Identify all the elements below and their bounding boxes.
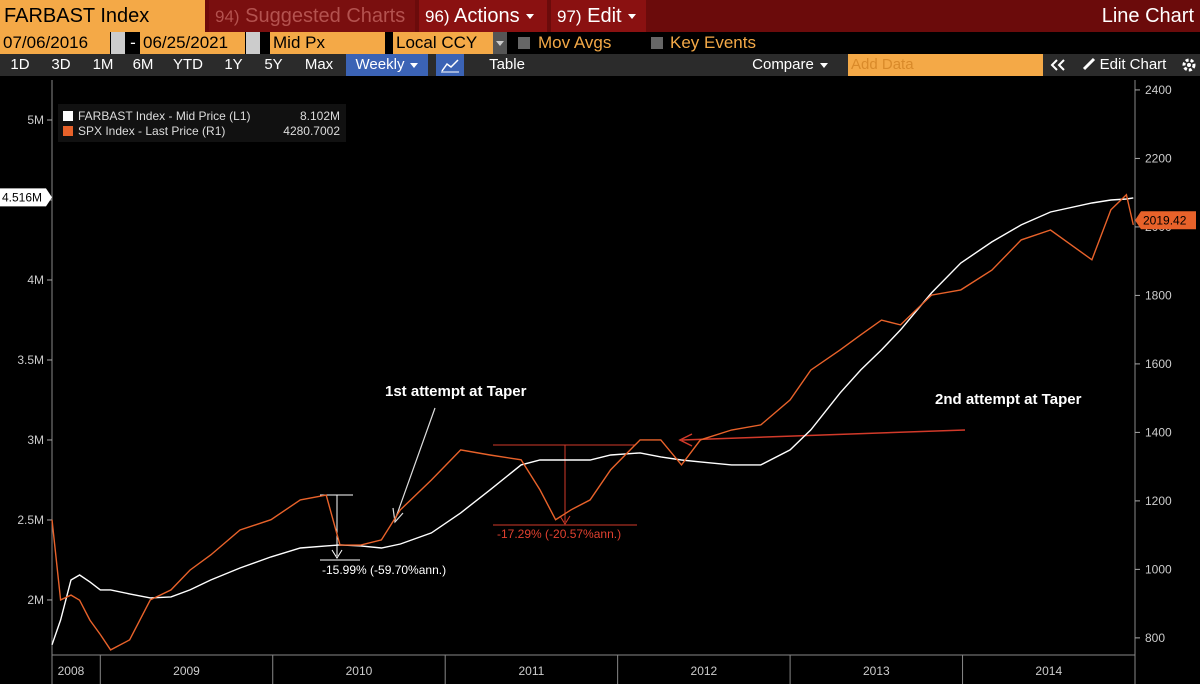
- currency[interactable]: Local CCY: [393, 32, 493, 54]
- period-button[interactable]: 1M: [92, 56, 114, 73]
- period-button[interactable]: 1D: [10, 56, 30, 73]
- last-value-marker: [1135, 211, 1196, 230]
- last-value-marker: [0, 188, 52, 207]
- start-date[interactable]: 07/06/2016: [0, 32, 110, 54]
- collapse-button[interactable]: [1047, 54, 1069, 76]
- date-separator: -: [130, 33, 136, 52]
- annotation-arrow: [394, 407, 436, 521]
- chart: 1st attempt at Taper 2nd attempt at Tape…: [0, 76, 1200, 684]
- calendar-icon[interactable]: [246, 32, 260, 54]
- mov-avgs[interactable]: Mov Avgs: [538, 33, 612, 52]
- frequency-label: Weekly: [355, 56, 405, 73]
- end-date[interactable]: 06/25/2021: [140, 32, 245, 54]
- chevrons: [1050, 59, 1065, 71]
- chart-icon[interactable]: [436, 54, 464, 76]
- legend-box: [58, 104, 346, 142]
- edit-chart[interactable]: Edit Chart: [1072, 54, 1176, 76]
- x-tick-label: 2011: [519, 664, 545, 678]
- calendar-icon[interactable]: [111, 32, 125, 54]
- annotation: -15.99% (-59.70%ann.): [322, 563, 446, 577]
- menu-label: Actions: [454, 5, 520, 27]
- currency-dropdown[interactable]: [493, 32, 507, 54]
- security-field[interactable]: FARBAST Index: [0, 0, 205, 32]
- price-field[interactable]: Mid Px: [270, 32, 385, 54]
- checkbox[interactable]: [651, 37, 663, 49]
- annotation-arrow: [681, 429, 966, 441]
- settings-button[interactable]: [1178, 54, 1200, 76]
- menu-label: Edit: [587, 5, 622, 27]
- chart-type: Line Chart: [1101, 5, 1194, 27]
- chart-background: [0, 76, 1200, 684]
- last-value-label: 2019.42: [1143, 213, 1187, 227]
- drawdown-head: [331, 549, 343, 559]
- key-events[interactable]: Key Events: [670, 33, 756, 52]
- menu-actions[interactable]: 96) Actions: [419, 0, 547, 32]
- y-tick-label: 5M: [27, 113, 44, 127]
- y-tick-label: 4M: [27, 273, 44, 287]
- y-tick-label: 2M: [27, 593, 44, 607]
- x-tick-label: 2014: [1035, 664, 1062, 678]
- legend-value: 4280.7002: [283, 124, 340, 138]
- compare[interactable]: Compare: [745, 54, 835, 76]
- y-tick-label: 3.5M: [17, 353, 44, 367]
- y2-tick-label: 1800: [1145, 288, 1172, 302]
- y2-tick-label: 1200: [1145, 494, 1172, 508]
- y-tick-label: 3M: [27, 433, 44, 447]
- y2-tick-label: 1600: [1145, 357, 1172, 371]
- menu-edit[interactable]: 97) Edit: [551, 0, 646, 32]
- pencil-icon: [1082, 57, 1095, 71]
- y2-tick-label: 2400: [1145, 83, 1172, 97]
- period-button[interactable]: 1Y: [224, 56, 243, 73]
- table-button[interactable]: Table: [489, 56, 525, 73]
- arrow-head: [678, 433, 693, 447]
- period-button[interactable]: Max: [304, 56, 334, 73]
- y2-tick-label: 2200: [1145, 151, 1172, 165]
- edit-chart-label: Edit Chart: [1099, 56, 1167, 73]
- annotation: 2nd attempt at Taper: [935, 391, 1082, 408]
- legend-label: FARBAST Index - Mid Price (L1): [78, 109, 251, 123]
- annotation: 1st attempt at Taper: [385, 383, 527, 400]
- last-value-label: 4.516M: [2, 190, 42, 204]
- legend-label: SPX Index - Last Price (R1): [78, 124, 225, 138]
- period-button[interactable]: 3D: [51, 56, 71, 73]
- x-tick-label: 2008: [58, 664, 85, 678]
- drawdown-head: [559, 515, 571, 525]
- x-tick-label: 2010: [346, 664, 373, 678]
- chart-icon-glyph: [441, 59, 459, 73]
- period-button[interactable]: 5Y: [264, 56, 283, 73]
- menu-label: Suggested Charts: [245, 5, 406, 27]
- y2-tick-label: 1000: [1145, 562, 1172, 576]
- period-button[interactable]: 6M: [132, 56, 154, 73]
- menu-number: 96): [425, 7, 450, 26]
- frequency[interactable]: Weekly: [346, 54, 428, 76]
- annotation: -17.29% (-20.57%ann.): [497, 527, 621, 541]
- x-tick-label: 2009: [173, 664, 200, 678]
- y2-tick-label: 800: [1145, 631, 1165, 645]
- add-data[interactable]: Add Data: [848, 54, 1043, 76]
- compare-label: Compare: [752, 56, 814, 73]
- period-button[interactable]: YTD: [173, 56, 203, 73]
- menu-number: 97): [557, 7, 582, 26]
- x-tick-label: 2012: [691, 664, 718, 678]
- legend-value: 8.102M: [300, 109, 340, 123]
- checkbox[interactable]: [518, 37, 530, 49]
- series-line: [51, 193, 1134, 651]
- legend-swatch: [63, 126, 73, 136]
- menu-suggested[interactable]: 94) Suggested Charts: [209, 0, 415, 32]
- y-tick-label: 2.5M: [17, 513, 44, 527]
- menu-number: 94): [215, 7, 240, 26]
- gear-icon: [1182, 58, 1196, 72]
- y2-tick-label: 1400: [1145, 425, 1172, 439]
- x-tick-label: 2013: [863, 664, 890, 678]
- arrow-head: [392, 507, 404, 524]
- legend-swatch: [63, 111, 73, 121]
